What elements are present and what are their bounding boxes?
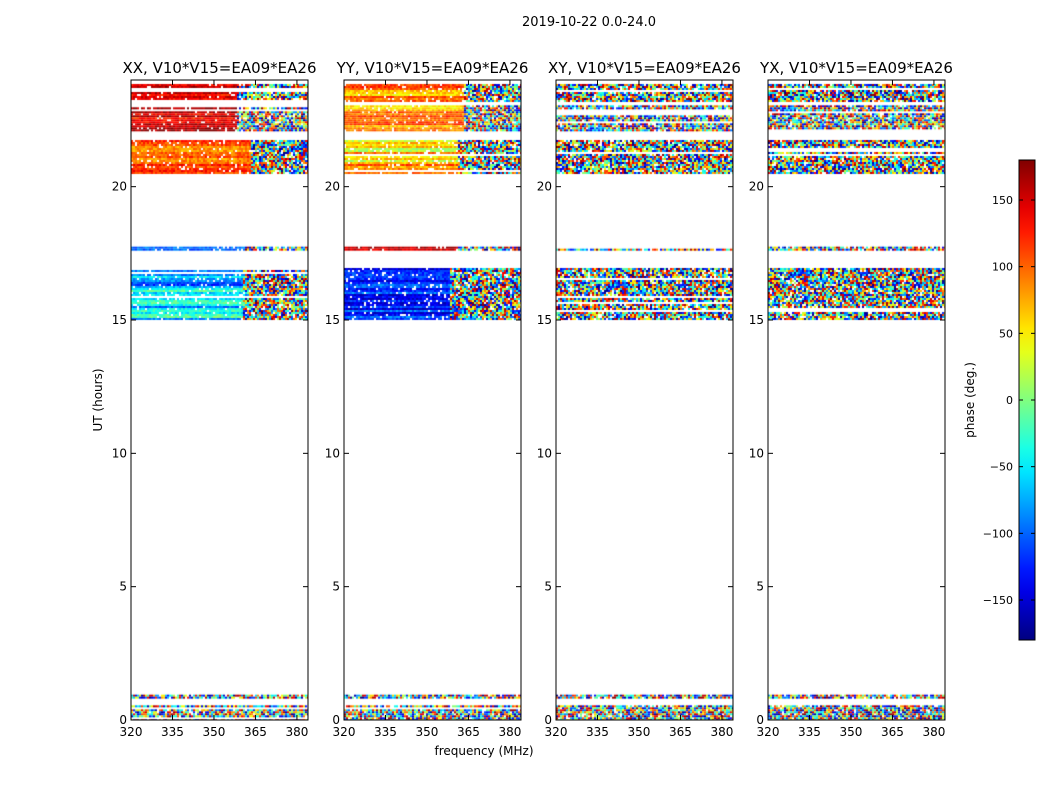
colorbar-tick-label: 0: [1006, 394, 1013, 407]
x-tick-label: 320: [545, 725, 568, 739]
panel-1: YY, V10*V15=EA09*EA26 320 335 350 365 380 0 5 10…: [325, 59, 529, 739]
colorbar-tick-label: 100: [992, 261, 1013, 274]
y-tick-label: 5: [544, 580, 552, 594]
y-tick-label: 5: [756, 580, 764, 594]
x-tick-label: 335: [161, 725, 184, 739]
x-tick-label: 350: [840, 725, 863, 739]
heatmap-image: [344, 80, 521, 720]
x-tick-label: 335: [798, 725, 821, 739]
y-tick-label: 10: [537, 446, 552, 460]
x-tick-label: 335: [586, 725, 609, 739]
panel-frame: [343, 79, 522, 721]
panel-frame: [130, 79, 309, 721]
panel-title: YY, V10*V15=EA09*EA26: [336, 59, 529, 77]
y-tick-label: 15: [537, 313, 552, 327]
panel-title: XX, V10*V15=EA09*EA26: [122, 59, 316, 77]
y-tick-label: 5: [332, 580, 340, 594]
panel-title: YX, V10*V15=EA09*EA26: [759, 59, 953, 77]
panels-group: XX, V10*V15=EA09*EA26 320 335 350 365 380 0 5 10…: [112, 59, 953, 739]
y-tick-label: 20: [537, 180, 552, 194]
x-tick-label: 365: [881, 725, 904, 739]
colorbar-tick-label: −100: [983, 527, 1013, 540]
colorbar-tick-label: −50: [990, 461, 1013, 474]
y-tick-label: 0: [756, 713, 764, 727]
x-tick-label: 320: [120, 725, 143, 739]
colorbar-tick-label: −150: [983, 594, 1013, 607]
x-tick-label: 350: [628, 725, 651, 739]
x-tick-label: 350: [203, 725, 226, 739]
y-tick-label: 0: [332, 713, 340, 727]
panel-title: XY, V10*V15=EA09*EA26: [548, 59, 741, 77]
colorbar: 150 100 50 0 −50 −100 −150: [983, 159, 1036, 641]
x-tick-label: 320: [757, 725, 780, 739]
x-tick-label: 365: [244, 725, 267, 739]
y-tick-label: 20: [325, 180, 340, 194]
panel-0: XX, V10*V15=EA09*EA26 320 335 350 365 380 0 5 10…: [112, 59, 317, 739]
x-axis-label: frequency (MHz): [434, 744, 533, 758]
y-tick-label: 20: [112, 180, 127, 194]
y-tick-label: 15: [749, 313, 764, 327]
panel-frame: [555, 79, 734, 721]
x-tick-label: 350: [416, 725, 439, 739]
y-tick-label: 15: [325, 313, 340, 327]
y-tick-label: 10: [749, 446, 764, 460]
panel-2: XY, V10*V15=EA09*EA26 320 335 350 365 380 0 5 10…: [537, 59, 741, 739]
x-tick-label: 365: [457, 725, 480, 739]
y-tick-label: 10: [112, 446, 127, 460]
x-tick-label: 335: [374, 725, 397, 739]
x-tick-label: 320: [333, 725, 356, 739]
y-tick-label: 10: [325, 446, 340, 460]
x-tick-label: 380: [710, 725, 733, 739]
y-tick-label: 0: [544, 713, 552, 727]
figure-suptitle: 2019-10-22 0.0-24.0: [522, 15, 656, 30]
y-tick-label: 15: [112, 313, 127, 327]
heatmap-image: [768, 80, 945, 720]
x-tick-label: 380: [498, 725, 521, 739]
x-tick-label: 380: [285, 725, 308, 739]
colorbar-tick-label: 50: [999, 327, 1013, 340]
colorbar-label: phase (deg.): [963, 362, 977, 438]
heatmap-image: [131, 80, 308, 720]
colorbar-tick-label: 150: [992, 194, 1013, 207]
panel-frame: [767, 79, 946, 721]
x-tick-label: 365: [669, 725, 692, 739]
y-tick-label: 20: [749, 180, 764, 194]
y-tick-label: 0: [119, 713, 127, 727]
x-tick-label: 380: [922, 725, 945, 739]
y-axis-label: UT (hours): [91, 368, 105, 431]
panel-3: YX, V10*V15=EA09*EA26 320 335 350 365 380 0 5 10…: [749, 59, 953, 739]
y-tick-label: 5: [119, 580, 127, 594]
heatmap-image: [556, 80, 733, 720]
